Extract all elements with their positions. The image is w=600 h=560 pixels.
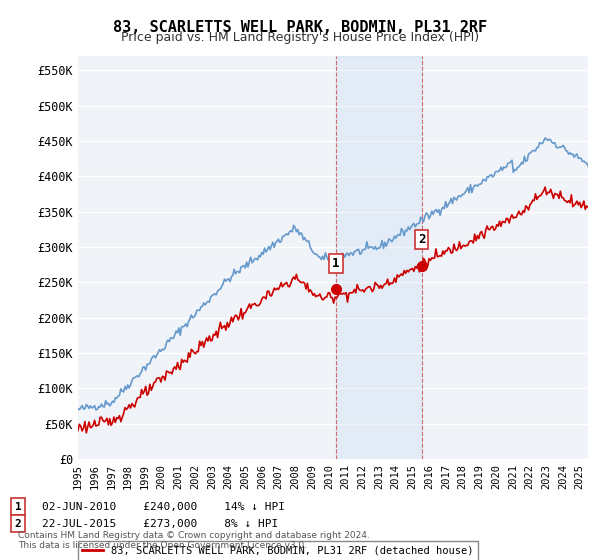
Text: 02-JUN-2010    £240,000    14% ↓ HPI: 02-JUN-2010 £240,000 14% ↓ HPI xyxy=(42,502,285,512)
Text: 2: 2 xyxy=(14,519,22,529)
Text: 1: 1 xyxy=(14,502,22,512)
Text: Contains HM Land Registry data © Crown copyright and database right 2024.
This d: Contains HM Land Registry data © Crown c… xyxy=(18,530,370,550)
Text: 1: 1 xyxy=(332,256,340,269)
Text: 83, SCARLETTS WELL PARK, BODMIN, PL31 2RF: 83, SCARLETTS WELL PARK, BODMIN, PL31 2R… xyxy=(113,20,487,35)
Legend: 83, SCARLETTS WELL PARK, BODMIN, PL31 2RF (detached house), HPI: Average price, : 83, SCARLETTS WELL PARK, BODMIN, PL31 2R… xyxy=(78,541,478,560)
Bar xyxy=(336,56,422,459)
Text: 22-JUL-2015    £273,000    8% ↓ HPI: 22-JUL-2015 £273,000 8% ↓ HPI xyxy=(42,519,278,529)
Text: 2: 2 xyxy=(418,234,425,246)
Text: Price paid vs. HM Land Registry's House Price Index (HPI): Price paid vs. HM Land Registry's House … xyxy=(121,31,479,44)
